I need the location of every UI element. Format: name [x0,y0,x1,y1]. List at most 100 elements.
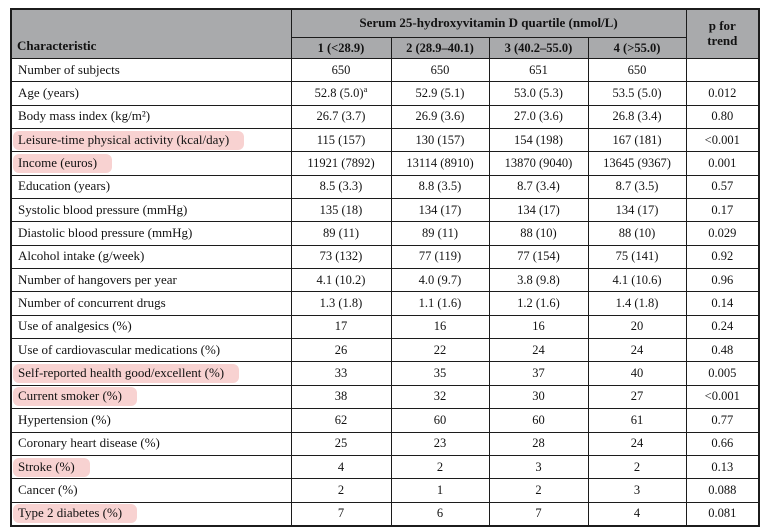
value-cell: 27 [587,384,687,410]
value-cell: 89 (11) [390,221,490,246]
value-cell: 650 [290,57,392,83]
value-cell: 26.9 (3.6) [390,104,490,130]
table-row: Age (years) 52.8 (5.0)a 52.9 (5.1) 53.0 … [10,81,760,106]
value-cell: 89 (11) [290,221,392,246]
value-cell: 30 [488,384,589,410]
value-cell: 130 (157) [390,128,490,153]
characteristic-cell: Diastolic blood pressure (mmHg) [10,221,292,246]
value-cell: 154 (198) [488,128,589,153]
value-cell: 134 (17) [390,198,490,223]
p-value-cell: <0.001 [685,384,760,410]
row-label: Use of cardiovascular medications (%) [18,341,221,357]
quartile-2-header: 2 (28.9–40.1) [390,37,490,59]
value-cell: 8.7 (3.5) [587,174,687,200]
characteristics-table: Characteristic Serum 25-hydroxyvitamin D… [10,8,761,527]
value-cell: 38 [290,384,392,410]
p-value-cell: 0.029 [685,221,760,246]
p-value-cell: 0.80 [685,104,760,130]
value-cell: 1.3 (1.8) [290,291,392,316]
row-label: Income (euros) [13,154,113,174]
table-body: Number of subjects 650 650 651 650 Age (… [10,57,760,527]
value-cell: 28 [488,431,589,456]
row-label: Alcohol intake (g/week) [18,248,145,264]
p-value-cell: 0.96 [685,268,760,293]
value-cell: 7 [488,501,589,527]
p-value-cell: 0.17 [685,198,760,223]
table-row: Cancer (%) 2 1 2 3 0.088 [10,478,760,503]
table-header: Characteristic Serum 25-hydroxyvitamin D… [10,8,760,59]
value-cell: 22 [390,338,490,363]
table-row: Number of concurrent drugs 1.3 (1.8) 1.1… [10,291,760,316]
value-cell: 32 [390,384,490,410]
value-cell: 3 [488,454,589,480]
table-row: Current smoker (%) 38 32 30 27 <0.001 [10,384,760,410]
value-cell: 88 (10) [587,221,687,246]
p-value-cell: 0.77 [685,408,760,433]
value-cell: 4.1 (10.2) [290,268,392,293]
characteristic-cell: Leisure-time physical activity (kcal/day… [10,128,292,153]
p-value-cell: <0.001 [685,128,760,153]
value-cell: 26.7 (3.7) [290,104,392,130]
value-cell: 60 [488,408,589,433]
row-label: Current smoker (%) [13,387,137,407]
p-value-cell: 0.001 [685,151,760,176]
characteristic-cell: Number of subjects [10,57,292,83]
table-row: Coronary heart disease (%) 25 23 28 24 0… [10,431,760,456]
value-cell: 25 [290,431,392,456]
characteristic-cell: Systolic blood pressure (mmHg) [10,198,292,223]
table-row: Self-reported health good/excellent (%) … [10,361,760,386]
characteristic-cell: Income (euros) [10,151,292,176]
characteristic-cell: Use of analgesics (%) [10,314,292,340]
value-cell: 13645 (9367) [587,151,687,176]
row-label: Cancer (%) [18,481,78,497]
value-cell: 61 [587,408,687,433]
value-cell: 60 [390,408,490,433]
value-cell: 650 [587,57,687,83]
table-row: Education (years) 8.5 (3.3) 8.8 (3.5) 8.… [10,174,760,200]
characteristic-cell: Alcohol intake (g/week) [10,244,292,270]
value-cell: 88 (10) [488,221,589,246]
value-cell: 2 [390,454,490,480]
row-label: Age (years) [18,85,79,101]
value-cell: 3 [587,478,687,503]
row-label: Leisure-time physical activity (kcal/day… [13,130,245,150]
value-cell: 2 [290,478,392,503]
row-label: Hypertension (%) [18,411,111,427]
quartile-group-header: Serum 25-hydroxyvitamin D quartile (nmol… [290,8,687,38]
value-cell: 75 (141) [587,244,687,270]
value-cell: 37 [488,361,589,386]
value-cell: 134 (17) [587,198,687,223]
value-cell: 35 [390,361,490,386]
header-row-quartiles: 1 (<28.9) 2 (28.9–40.1) 3 (40.2–55.0) 4 … [11,37,759,59]
value-cell: 8.5 (3.3) [290,174,392,200]
p-value-cell: 0.14 [685,291,760,316]
table-row: Systolic blood pressure (mmHg) 135 (18) … [10,198,760,223]
value-cell: 17 [290,314,392,340]
table-row: Use of cardiovascular medications (%) 26… [10,338,760,363]
characteristic-header: Characteristic [10,8,292,59]
value-cell: 4.0 (9.7) [390,268,490,293]
value-cell: 53.5 (5.0) [587,81,687,106]
p-value-cell: 0.57 [685,174,760,200]
value-cell: 4.1 (10.6) [587,268,687,293]
row-label: Self-reported health good/excellent (%) [13,364,240,384]
characteristic-cell: Number of concurrent drugs [10,291,292,316]
p-value-cell: 0.088 [685,478,760,503]
value-cell: 2 [488,478,589,503]
value-cell: 52.8 (5.0)a [290,81,392,106]
value-cell: 1.4 (1.8) [587,291,687,316]
value-cell: 62 [290,408,392,433]
header-row-group: Characteristic Serum 25-hydroxyvitamin D… [10,8,760,59]
p-value-cell: 0.13 [685,454,760,480]
p-value-cell: 0.005 [685,361,760,386]
value-cell: 7 [290,501,392,527]
value-cell: 3.8 (9.8) [488,268,589,293]
characteristic-cell: Stroke (%) [10,454,292,480]
value-cell: 650 [390,57,490,83]
table-row: Number of hangovers per year 4.1 (10.2) … [10,268,760,293]
value-cell: 135 (18) [290,198,392,223]
table-row: Stroke (%) 4 2 3 2 0.13 [10,454,760,480]
table-row: Diastolic blood pressure (mmHg) 89 (11) … [10,221,760,246]
value-cell: 33 [290,361,392,386]
characteristic-cell: Coronary heart disease (%) [10,431,292,456]
